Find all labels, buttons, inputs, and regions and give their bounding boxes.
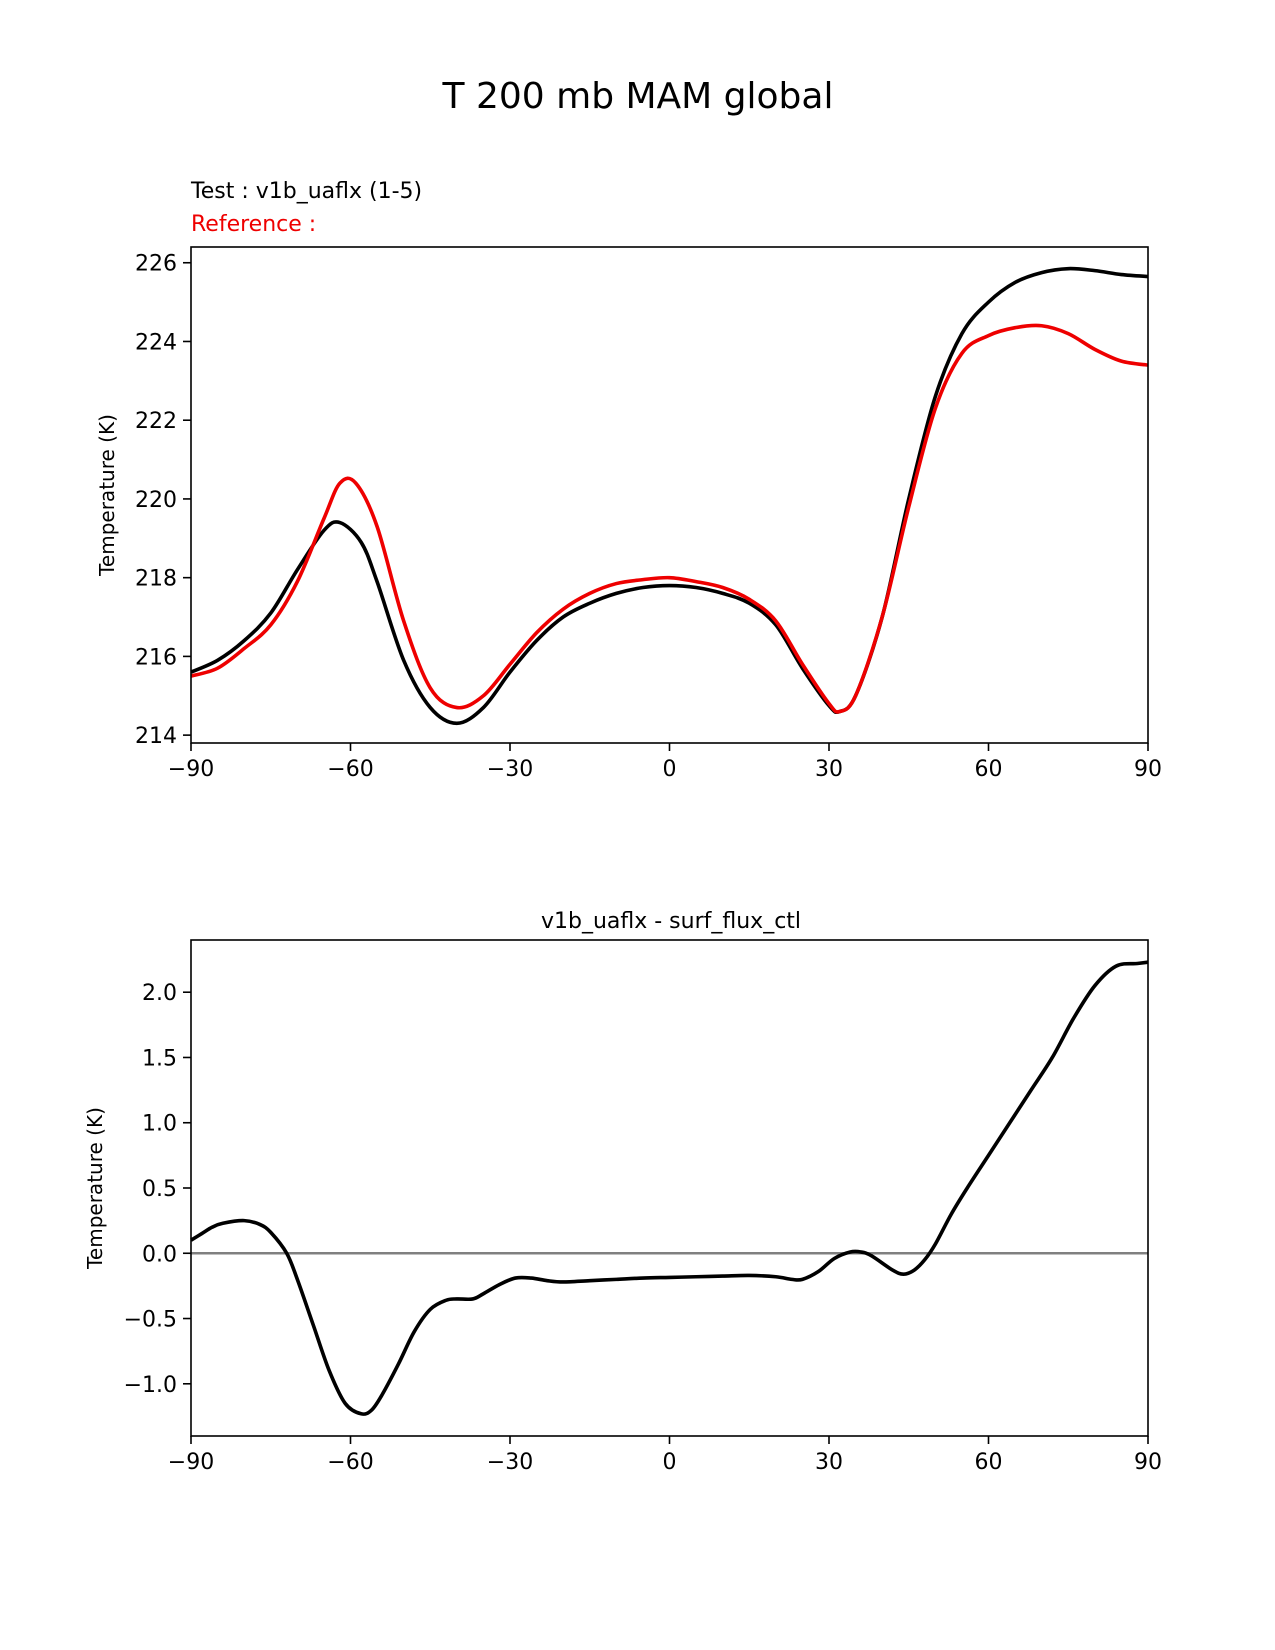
top-line-chart: Test : v1b_uaflx (1-5) Reference : −90 −6… [95, 179, 1162, 782]
top-y-tick-label: 214 [135, 724, 177, 749]
bottom-y-tick-label: 0.0 [142, 1242, 177, 1267]
bottom-y-tick-label: 0.5 [142, 1177, 177, 1202]
top-y-tick-label: 222 [135, 409, 177, 434]
top-y-tick-label: 216 [135, 645, 177, 670]
bottom-y-tick-label: 1.0 [142, 1112, 177, 1137]
top-y-tick-label: 226 [135, 252, 177, 277]
bottom-x-tick-label: 90 [1134, 1450, 1162, 1475]
bottom-y-tick-label: −1.0 [124, 1373, 177, 1398]
top-y-tick-label: 218 [135, 567, 177, 592]
bottom-x-tick-label: 60 [975, 1450, 1003, 1475]
bottom-x-tick-label: −60 [327, 1450, 373, 1475]
top-y-tick-label: 220 [135, 488, 177, 513]
top-series-reference-line [190, 323, 1149, 714]
top-x-tick-label: −60 [327, 757, 373, 782]
top-x-tick-label: 0 [663, 757, 677, 782]
top-y-tick-label: 224 [135, 330, 177, 355]
bottom-y-tick-label: 1.5 [142, 1046, 177, 1071]
top-x-tick-label: 60 [975, 757, 1003, 782]
bottom-x-tick-label: −30 [487, 1450, 533, 1475]
top-series-test-line [190, 266, 1149, 726]
difference-chart-title: v1b_uaflx - surf_flux_ctl [541, 909, 801, 934]
bottom-x-tick-label: 0 [663, 1450, 677, 1475]
top-x-tick-label: 30 [815, 757, 843, 782]
bottom-x-tick-label: 30 [815, 1450, 843, 1475]
top-x-tick-label: −90 [168, 757, 214, 782]
bottom-y-tick-label: 2.0 [142, 981, 177, 1006]
top-x-tick-label: −30 [487, 757, 533, 782]
test-label: Test : v1b_uaflx (1-5) [190, 179, 422, 204]
bottom-y-tick-label: −0.5 [124, 1308, 177, 1333]
top-x-tick-label: 90 [1134, 757, 1162, 782]
bottom-y-axis-label: Temperature (K) [83, 1107, 107, 1270]
figure-title: T 200 mb MAM global [442, 76, 834, 117]
bottom-x-tick-label: −90 [168, 1450, 214, 1475]
bottom-plot-area: −90 −60 −30 0 30 60 90 −1.0 −0.5 0.0 0.5 1.0 1.5 2.0 T… [83, 939, 1162, 1475]
bottom-line-chart: v1b_uaflx - surf_flux_ctl −90 −60 −30 0 30 60… [83, 909, 1162, 1475]
bottom-series-difference-line [190, 960, 1149, 1416]
reference-label: Reference : [191, 212, 316, 237]
top-plot-area: −90 −60 −30 0 30 60 90 214 216 218 220 222 224 226 Tem… [95, 246, 1162, 782]
top-y-axis-label: Temperature (K) [95, 414, 119, 577]
